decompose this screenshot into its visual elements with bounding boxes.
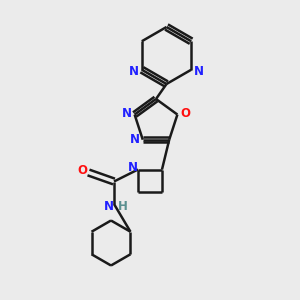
Text: N: N xyxy=(128,160,138,174)
Text: N: N xyxy=(122,107,132,120)
Text: H: H xyxy=(118,200,127,214)
Text: N: N xyxy=(130,133,140,146)
Text: N: N xyxy=(194,65,204,78)
Text: N: N xyxy=(129,65,139,78)
Text: N: N xyxy=(103,200,114,214)
Text: O: O xyxy=(77,164,87,178)
Text: O: O xyxy=(181,107,191,120)
